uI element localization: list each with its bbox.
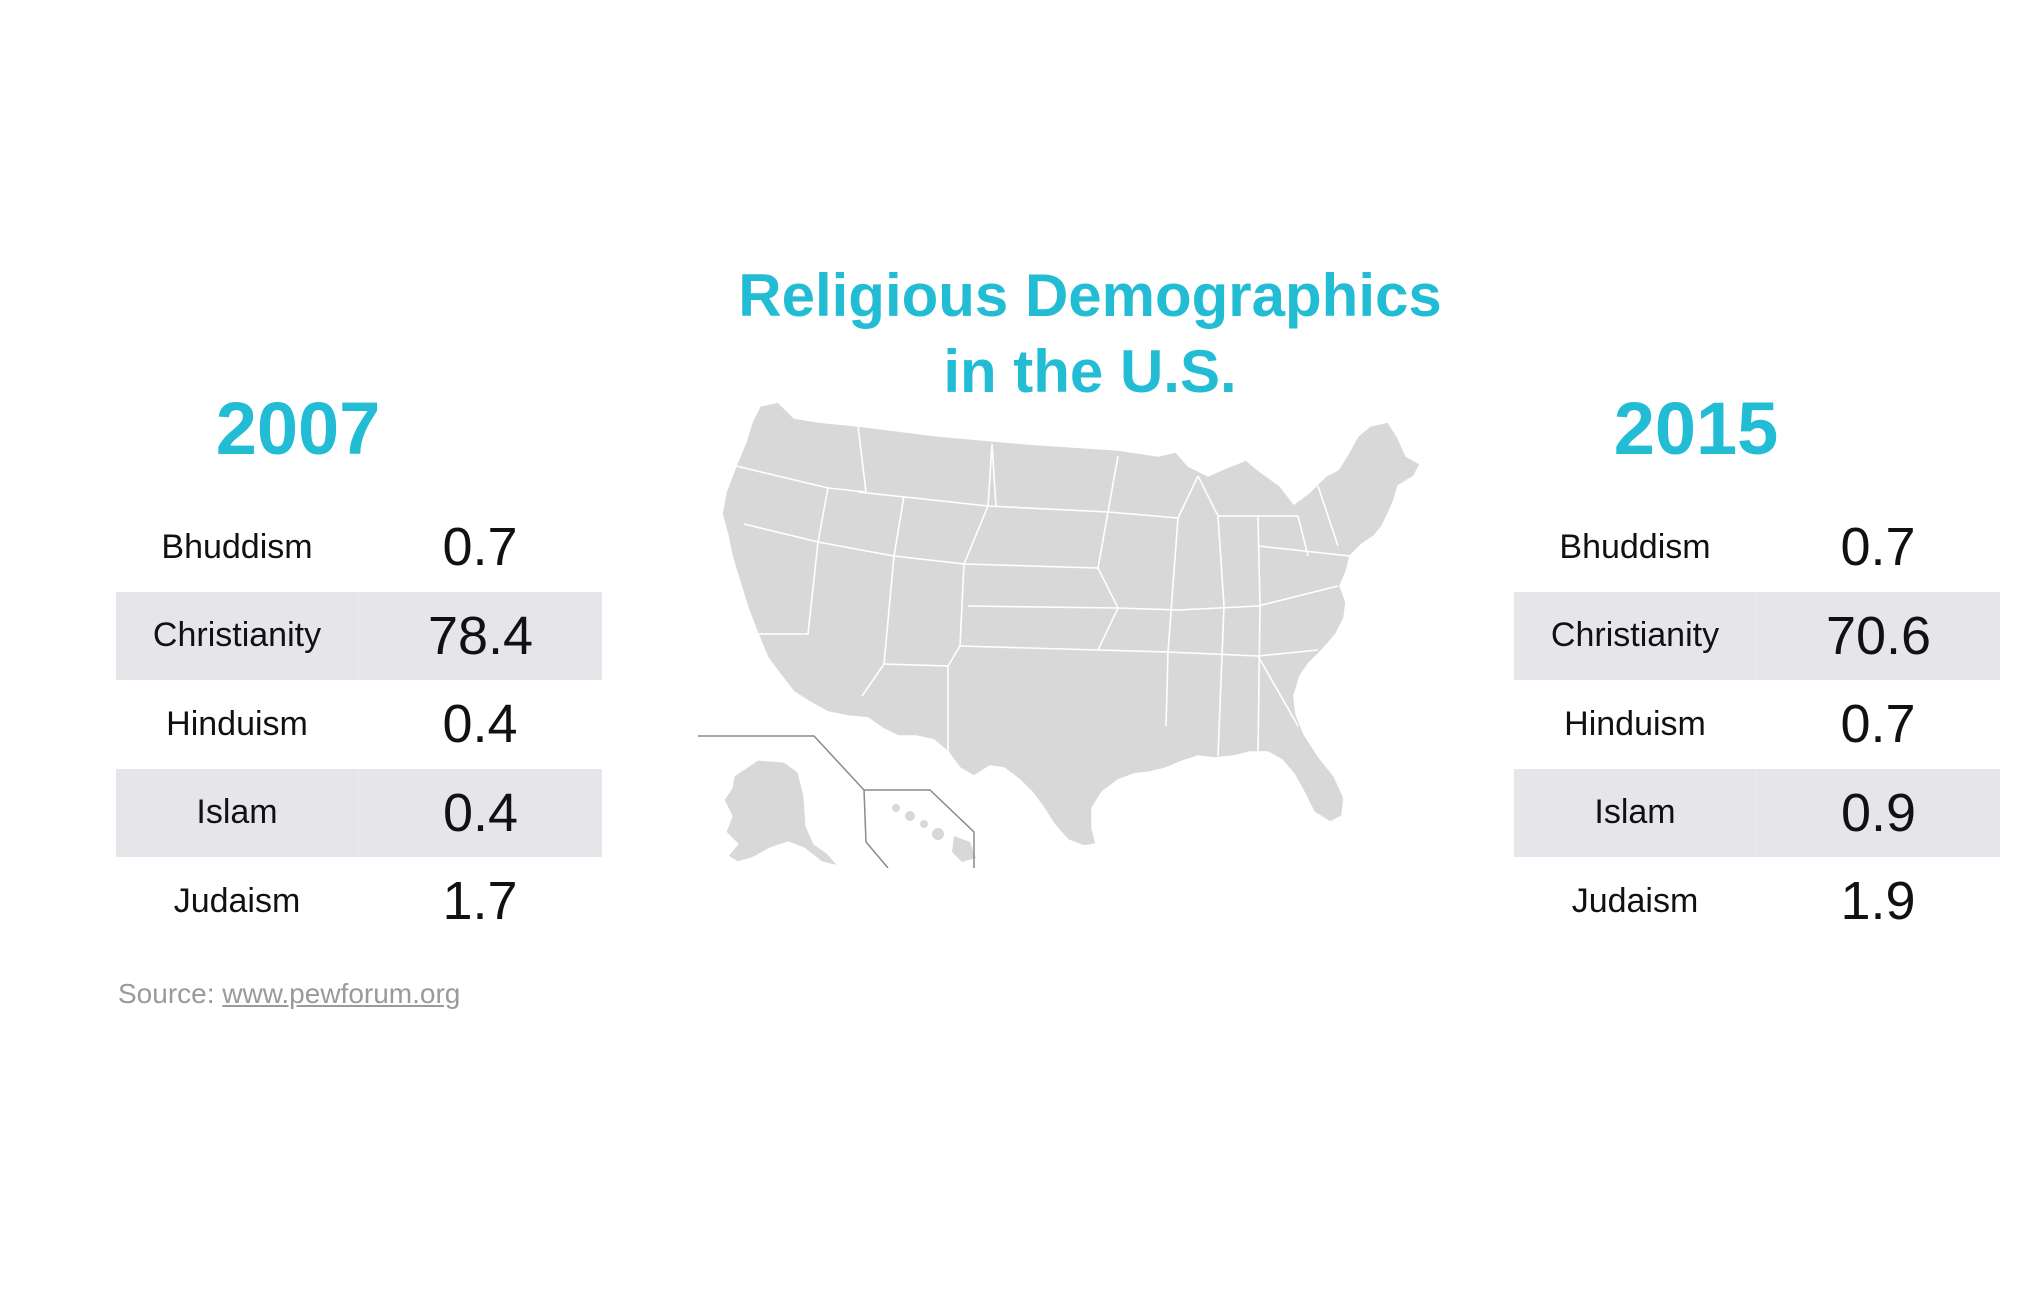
- religion-value: 1.7: [442, 871, 518, 932]
- table-row: Judaism 1.9: [1514, 857, 2000, 946]
- table-row: Hinduism 0.4: [116, 680, 602, 769]
- year-2015-heading: 2015: [1613, 387, 1779, 470]
- page-title: Religious Demographics in the U.S.: [600, 258, 1580, 410]
- title-line-2: in the U.S.: [943, 338, 1237, 405]
- religion-value: 0.9: [1840, 782, 1917, 843]
- religion-name: Islam: [1514, 768, 1757, 857]
- table-row: Islam 0.9: [1514, 768, 2000, 857]
- table-row: Bhuddism 0.7: [1514, 503, 2000, 592]
- religion-name: Hinduism: [166, 704, 308, 743]
- religion-value: 70.6: [1825, 605, 1932, 666]
- religion-name: Islam: [116, 768, 359, 857]
- religion-value: 0.7: [1840, 694, 1916, 755]
- religion-name: Bhuddism: [161, 527, 313, 566]
- religion-value: 0.4: [442, 694, 518, 755]
- religion-value: 0.4: [442, 782, 519, 843]
- religion-name: Judaism: [1571, 881, 1699, 920]
- us-map-icon: [698, 401, 1421, 868]
- table-row: Judaism 1.7: [116, 857, 602, 946]
- table-row: Christianity 78.4: [116, 591, 602, 680]
- religion-name: Christianity: [116, 591, 359, 680]
- title-line-1: Religious Demographics: [738, 262, 1442, 329]
- religion-name: Judaism: [173, 881, 301, 920]
- table-row: Bhuddism 0.7: [116, 503, 602, 592]
- religion-value: 0.7: [1840, 517, 1916, 578]
- source-note: Source: www.pewforum.org: [118, 978, 460, 1010]
- table-2015: Bhuddism 0.7 Christianity 70.6 Hinduism …: [1514, 503, 2000, 946]
- religion-name: Christianity: [1514, 591, 1757, 680]
- religion-name: Hinduism: [1564, 704, 1706, 743]
- table-row: Christianity 70.6: [1514, 591, 2000, 680]
- table-2007: Bhuddism 0.7 Christianity 78.4 Hinduism …: [116, 503, 602, 946]
- source-link[interactable]: www.pewforum.org: [222, 978, 461, 1009]
- religion-value: 78.4: [427, 605, 534, 666]
- table-row: Islam 0.4: [116, 768, 602, 857]
- religion-value: 0.7: [442, 517, 518, 578]
- religion-value: 1.9: [1840, 871, 1916, 932]
- source-label: Source:: [118, 978, 223, 1009]
- religion-name: Bhuddism: [1559, 527, 1711, 566]
- table-row: Hinduism 0.7: [1514, 680, 2000, 769]
- year-2007-heading: 2007: [215, 387, 381, 470]
